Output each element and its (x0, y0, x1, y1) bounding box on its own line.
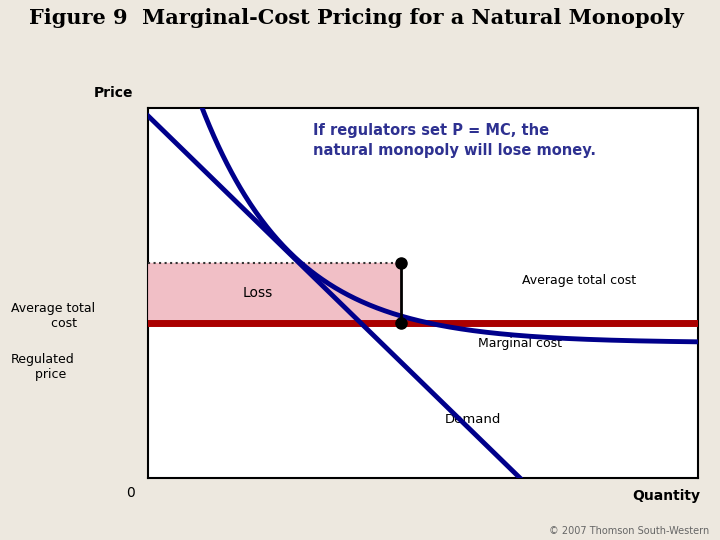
Text: Average total
          cost: Average total cost (11, 302, 95, 330)
Text: Quantity: Quantity (632, 489, 700, 503)
Text: © 2007 Thomson South-Western: © 2007 Thomson South-Western (549, 525, 709, 536)
Text: Figure 9  Marginal-Cost Pricing for a Natural Monopoly: Figure 9 Marginal-Cost Pricing for a Nat… (29, 8, 683, 28)
Text: 0: 0 (127, 486, 135, 500)
Text: Regulated
      price: Regulated price (11, 353, 75, 381)
Text: If regulators set P = MC, the
natural monopoly will lose money.: If regulators set P = MC, the natural mo… (312, 123, 596, 158)
Text: Demand: Demand (445, 413, 501, 426)
Text: Average total cost: Average total cost (522, 274, 636, 287)
Text: Price: Price (94, 86, 133, 100)
Text: Loss: Loss (243, 286, 273, 300)
Text: Marginal cost: Marginal cost (478, 338, 562, 350)
